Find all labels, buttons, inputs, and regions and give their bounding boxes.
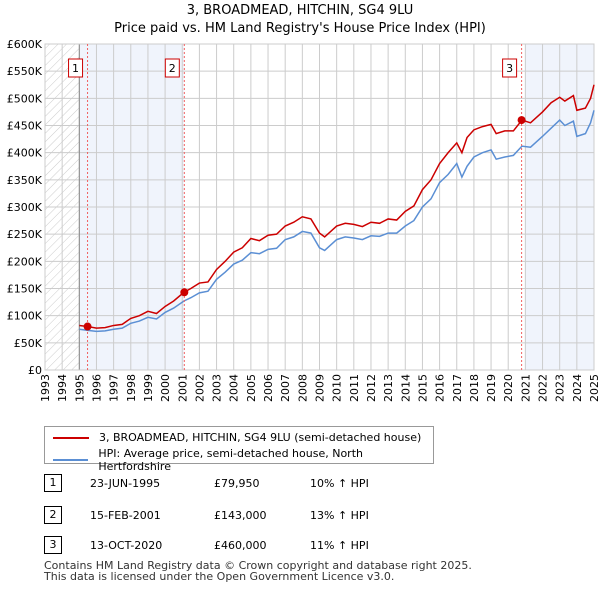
x-tick-label: 2013 <box>382 374 395 402</box>
series-line <box>79 110 595 333</box>
legend-swatch-property <box>53 436 89 439</box>
x-tick-label: 2003 <box>211 374 224 402</box>
y-tick-label: £250K <box>7 228 43 241</box>
sale-label-box <box>164 58 180 78</box>
x-tick-label: 2022 <box>537 374 550 402</box>
footer: Contains HM Land Registry data © Crown c… <box>44 559 472 583</box>
x-tick-label: 1996 <box>90 374 103 402</box>
x-tick-label: 2018 <box>468 374 481 402</box>
x-tick-label: 2020 <box>502 374 515 402</box>
chart-subtitle: Price paid vs. HM Land Registry's House … <box>114 21 486 36</box>
x-tick-label: 2004 <box>228 374 241 402</box>
x-tick-label: 2009 <box>314 374 327 402</box>
x-tick-label: 2007 <box>279 374 292 402</box>
x-tick-label: 1997 <box>108 374 121 402</box>
x-tick-label: 1995 <box>73 374 86 402</box>
x-tick-label: 2023 <box>554 374 567 402</box>
y-tick-label: £150K <box>7 283 43 296</box>
x-tick-label: 2008 <box>296 374 309 402</box>
legend-property: 3, BROADMEAD, HITCHIN, SG4 9LU (semi-det… <box>99 431 422 444</box>
sale-point <box>517 116 526 125</box>
x-tick-label: 2017 <box>451 374 464 402</box>
legend-swatch-hpi <box>53 459 89 461</box>
y-tick-label: £350K <box>7 174 43 187</box>
sale-row: 2 15-FEB-2001 £143,000 13% ↑ HPI <box>44 506 444 526</box>
series-line <box>79 84 595 329</box>
sale-label-box <box>502 58 518 78</box>
sale-row: 3 13-OCT-2020 £460,000 11% ↑ HPI <box>44 536 444 556</box>
y-tick-label: £450K <box>7 120 43 133</box>
sale-row: 1 23-JUN-1995 £79,950 10% ↑ HPI <box>44 474 444 494</box>
y-tick-label: £50K <box>14 337 43 350</box>
y-tick-label: £0 <box>28 364 42 377</box>
x-tick-label: 1998 <box>125 374 138 402</box>
legend: 3, BROADMEAD, HITCHIN, SG4 9LU (semi-det… <box>44 426 434 473</box>
x-tick-label: 2012 <box>365 374 378 402</box>
x-tick-label: 2025 <box>588 374 600 402</box>
sale-point <box>180 288 189 297</box>
x-tick-label: 2010 <box>331 374 344 402</box>
price-chart: £0 £50K £100K £150K £200K £250K £300K £350K £400… <box>7 38 600 402</box>
x-tick-label: 2019 <box>485 374 498 402</box>
x-tick-label: 2006 <box>262 374 275 402</box>
y-tick-label: £100K <box>7 310 43 323</box>
chart-title: 3, BROADMEAD, HITCHIN, SG4 9LU <box>186 3 414 18</box>
sale-label: 3 <box>506 62 513 75</box>
sale-label: 2 <box>169 62 176 75</box>
y-tick-label: £500K <box>7 92 43 105</box>
y-tick-label: £550K <box>7 65 43 78</box>
plot-frame <box>44 43 595 371</box>
sale-point <box>83 322 92 331</box>
x-tick-label: 1999 <box>142 374 155 402</box>
x-tick-label: 2015 <box>416 374 429 402</box>
x-tick-label: 2002 <box>193 374 206 402</box>
legend-hpi: HPI: Average price, semi-detached house,… <box>98 447 363 473</box>
y-tick-label: £200K <box>7 255 43 268</box>
y-tick-label: £300K <box>7 201 43 214</box>
x-tick-label: 2005 <box>245 374 258 402</box>
x-tick-label: 2011 <box>348 374 361 402</box>
sale-label-box <box>68 58 84 78</box>
x-tick-label: 1993 <box>39 374 52 402</box>
sale-label: 1 <box>72 62 79 75</box>
y-tick-label: £600K <box>7 38 43 51</box>
x-tick-label: 2021 <box>519 374 532 402</box>
x-tick-label: 2024 <box>571 374 584 402</box>
y-tick-label: £400K <box>7 147 43 160</box>
x-tick-label: 1994 <box>56 374 69 402</box>
x-tick-label: 2014 <box>399 374 412 402</box>
x-tick-label: 2001 <box>176 374 189 402</box>
x-tick-label: 2016 <box>434 374 447 402</box>
x-tick-label: 2000 <box>159 374 172 402</box>
